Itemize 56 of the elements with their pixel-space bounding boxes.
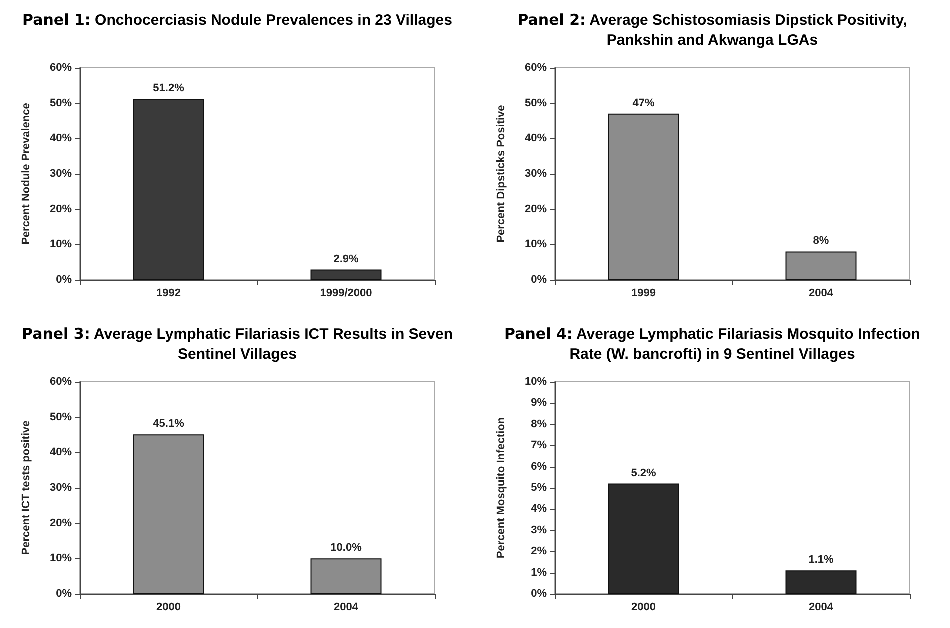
x-tick-label: 2000 xyxy=(632,602,656,614)
y-tick-label: 8% xyxy=(531,418,548,430)
data-label: 45.1% xyxy=(153,418,185,430)
data-label: 47% xyxy=(632,97,655,110)
y-tick-label: 30% xyxy=(524,168,548,180)
y-tick-label: 0% xyxy=(531,274,548,286)
data-label: 5.2% xyxy=(631,467,656,480)
y-tick-label: 0% xyxy=(531,588,548,600)
y-tick-label: 7% xyxy=(531,440,548,452)
y-tick-label: 5% xyxy=(531,482,548,494)
y-tick-label: 10% xyxy=(524,376,548,388)
x-tick-label: 2004 xyxy=(809,288,834,300)
x-tick-label: 2004 xyxy=(334,602,360,614)
chart-title: Panel 4: Average Lymphatic Filariasis Mosquito Infection Rate (W. bancrofti) in 9 Sentinel Villages xyxy=(504,324,922,365)
data-label: 8% xyxy=(813,235,830,248)
y-tick-label: 20% xyxy=(50,203,72,216)
y-tick-label: 10% xyxy=(50,552,72,565)
y-tick-label: 60% xyxy=(524,62,548,74)
y-tick-label: 20% xyxy=(50,517,72,530)
x-tick-label: 2004 xyxy=(809,602,834,614)
y-axis-title: Percent Mosquito Infection xyxy=(496,417,508,559)
y-axis-title: Percent Nodule Prevalence xyxy=(20,103,32,245)
y-tick-label: 1% xyxy=(531,566,548,579)
y-tick-label: 40% xyxy=(524,132,548,145)
y-tick-label: 10% xyxy=(524,238,548,251)
x-tick-label: 1992 xyxy=(156,288,181,300)
y-tick-label: 9% xyxy=(531,397,548,410)
y-tick-label: 0% xyxy=(56,588,72,600)
chart-title: Panel 3: Average Lymphatic Filariasis ICT Results in Seven Sentinel Villages xyxy=(20,324,454,365)
y-tick-label: 50% xyxy=(524,97,548,110)
y-axis-title: Percent ICT tests positive xyxy=(20,420,32,556)
y-tick-label: 3% xyxy=(531,524,548,536)
y-tick-label: 60% xyxy=(50,376,72,388)
data-label: 51.2% xyxy=(153,82,185,95)
x-tick-label: 1999/2000 xyxy=(320,288,372,300)
y-tick-label: 10% xyxy=(50,238,72,251)
y-tick-label: 40% xyxy=(50,132,72,145)
x-tick-label: 1999 xyxy=(632,288,656,300)
x-tick-label: 2000 xyxy=(156,602,181,614)
data-label: 2.9% xyxy=(334,253,359,266)
y-tick-label: 30% xyxy=(50,168,72,180)
y-tick-label: 2% xyxy=(531,546,548,558)
y-tick-label: 6% xyxy=(531,460,548,473)
y-tick-label: 40% xyxy=(50,446,72,459)
y-tick-label: 50% xyxy=(50,411,72,424)
y-axis-title: Percent Dipsticks Positive xyxy=(496,105,508,243)
chart-title: Panel 2: Average Schistosomiasis Dipstick Positivity, Pankshin and Akwanga LGAs xyxy=(516,10,908,51)
y-tick-label: 30% xyxy=(50,482,72,494)
y-tick-label: 50% xyxy=(50,97,72,110)
y-tick-label: 60% xyxy=(50,62,72,74)
chart-title: Panel 1: Onchocerciasis Nodule Prevalences in 23 Villages xyxy=(22,10,454,31)
y-tick-label: 4% xyxy=(531,503,548,516)
y-tick-label: 0% xyxy=(56,274,72,286)
data-label: 10.0% xyxy=(330,542,362,554)
y-tick-label: 20% xyxy=(524,203,548,216)
data-label: 1.1% xyxy=(808,554,834,566)
